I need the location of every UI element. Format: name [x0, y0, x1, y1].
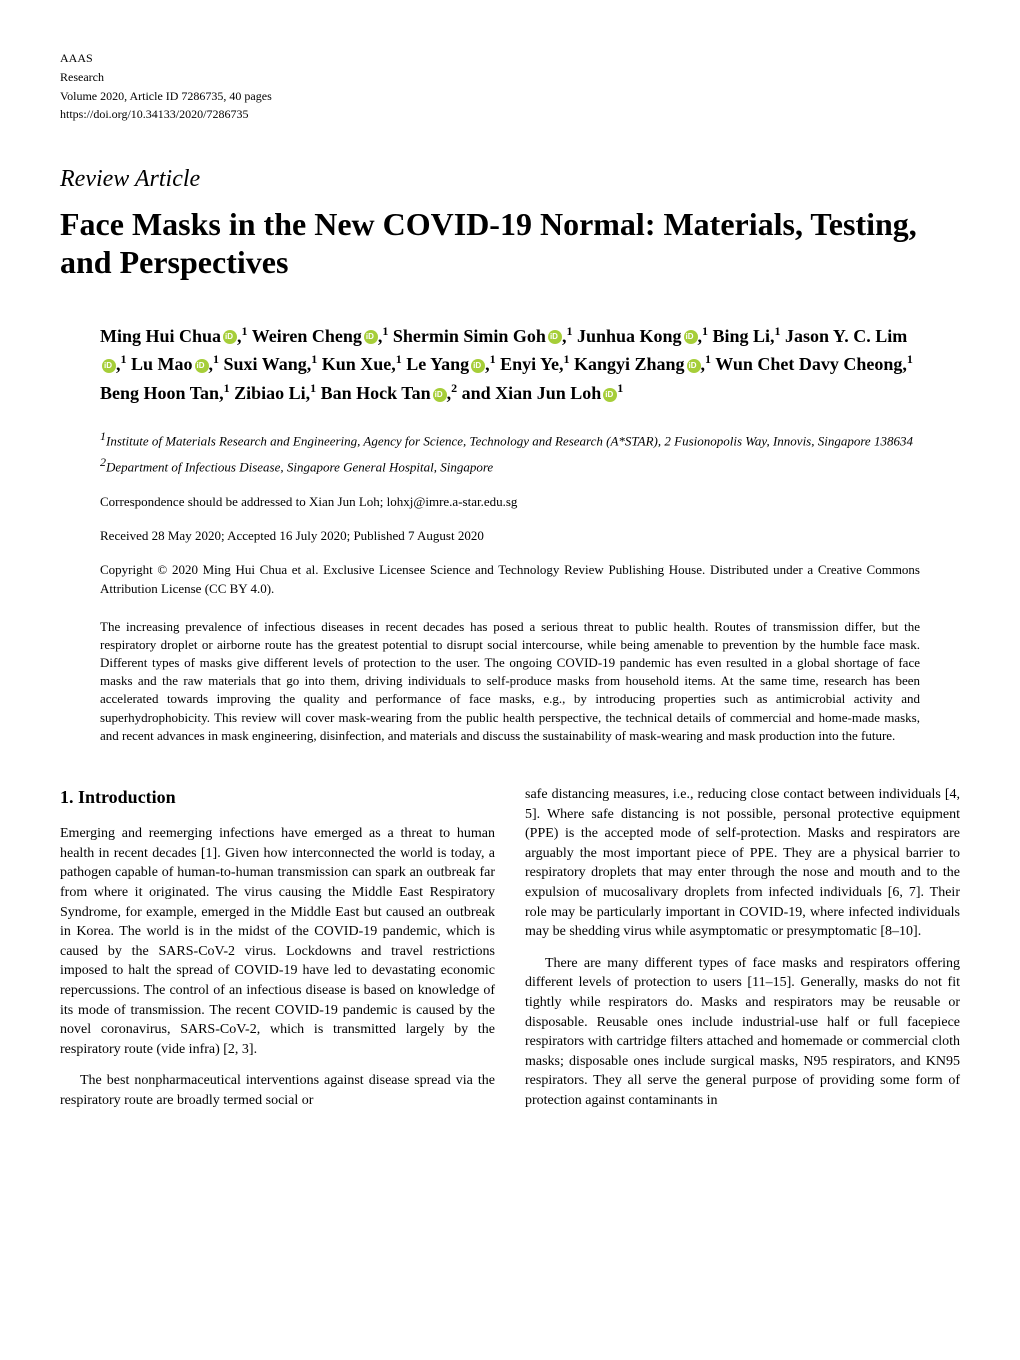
copyright: Copyright © 2020 Ming Hui Chua et al. Ex… [100, 561, 920, 597]
doi: https://doi.org/10.34133/2020/7286735 [60, 106, 960, 123]
abstract: The increasing prevalence of infectious … [100, 618, 920, 745]
affiliations: 1Institute of Materials Research and Eng… [100, 428, 920, 477]
author: Kun Xue [322, 354, 392, 374]
author-affil-sup: 1 [702, 324, 708, 338]
author: Kangyi Zhang [574, 354, 685, 374]
orcid-icon [684, 330, 698, 344]
author-affil-sup: 1 [213, 352, 219, 366]
orcid-icon [102, 359, 116, 373]
author-affil-sup: 1 [396, 352, 402, 366]
body-paragraph: safe distancing measures, i.e., reducing… [525, 785, 960, 942]
orcid-icon [223, 330, 237, 344]
orcid-icon [195, 359, 209, 373]
volume-info: Volume 2020, Article ID 7286735, 40 page… [60, 88, 960, 105]
author-affil-sup: 1 [705, 352, 711, 366]
author: Ban Hock Tan [321, 383, 431, 403]
author-affil-sup: 1 [121, 352, 127, 366]
author: Suxi Wang [224, 354, 307, 374]
author-affil-sup: 1 [224, 381, 230, 395]
author: and Xian Jun Loh [462, 383, 602, 403]
body-paragraph: The best nonpharmaceutical interventions… [60, 1071, 495, 1110]
correspondence: Correspondence should be addressed to Xi… [100, 493, 920, 511]
author-affil-sup: 1 [490, 352, 496, 366]
orcid-icon [433, 388, 447, 402]
affiliation: 1Institute of Materials Research and Eng… [100, 428, 920, 451]
author: Wun Chet Davy Cheong [715, 354, 902, 374]
body-paragraph: There are many different types of face m… [525, 954, 960, 1111]
author: Jason Y. C. Lim [785, 326, 907, 346]
author-affil-sup: 1 [311, 352, 317, 366]
author-affil-sup: 1 [310, 381, 316, 395]
author-affil-sup: 2 [451, 381, 457, 395]
author: Ming Hui Chua [100, 326, 221, 346]
header-meta: AAAS Research Volume 2020, Article ID 72… [60, 50, 960, 123]
dates: Received 28 May 2020; Accepted 16 July 2… [100, 527, 920, 545]
publisher: AAAS [60, 50, 960, 67]
orcid-icon [687, 359, 701, 373]
author-affil-sup: 1 [775, 324, 781, 338]
author-affil-sup: 1 [242, 324, 248, 338]
author-affil-sup: 1 [563, 352, 569, 366]
orcid-icon [364, 330, 378, 344]
affiliation-text: Institute of Materials Research and Engi… [106, 433, 913, 448]
body-paragraph: Emerging and reemerging infections have … [60, 824, 495, 1059]
introduction-heading: 1. Introduction [60, 785, 495, 810]
author-affil-sup: 1 [566, 324, 572, 338]
authors-block: Ming Hui Chua,1 Weiren Cheng,1 Shermin S… [100, 322, 920, 408]
author: Beng Hoon Tan [100, 383, 219, 403]
author: Bing Li [713, 326, 771, 346]
right-column: safe distancing measures, i.e., reducing… [525, 785, 960, 1123]
author: Shermin Simin Goh [393, 326, 546, 346]
author-affil-sup: 1 [617, 381, 623, 395]
orcid-icon [603, 388, 617, 402]
journal: Research [60, 69, 960, 86]
author: Junhua Kong [577, 326, 682, 346]
author: Weiren Cheng [252, 326, 362, 346]
affiliation-text: Department of Infectious Disease, Singap… [106, 460, 493, 475]
author: Enyi Ye [500, 354, 559, 374]
author: Lu Mao [131, 354, 193, 374]
page-title: Face Masks in the New COVID-19 Normal: M… [60, 205, 960, 282]
orcid-icon [471, 359, 485, 373]
author-affil-sup: 1 [907, 352, 913, 366]
two-column-body: 1. Introduction Emerging and reemerging … [60, 785, 960, 1123]
author: Le Yang [406, 354, 469, 374]
affiliation: 2Department of Infectious Disease, Singa… [100, 454, 920, 477]
author: Zibiao Li [234, 383, 306, 403]
left-column: 1. Introduction Emerging and reemerging … [60, 785, 495, 1123]
article-type: Review Article [60, 163, 960, 197]
orcid-icon [548, 330, 562, 344]
author-affil-sup: 1 [382, 324, 388, 338]
